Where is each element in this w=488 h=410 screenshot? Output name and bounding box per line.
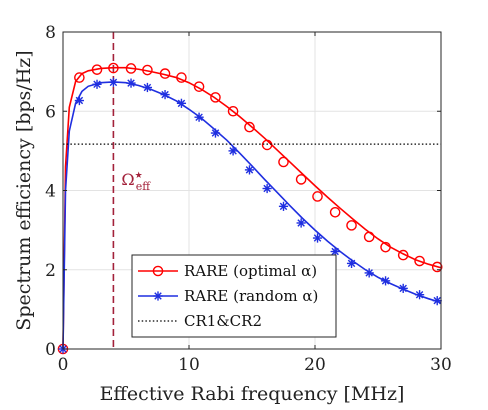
data-point-asterisk [176, 98, 187, 108]
y-tick-label: 2 [45, 261, 56, 281]
series-layer [57, 62, 443, 355]
data-point-circle [159, 68, 171, 79]
data-point-circle [397, 249, 409, 261]
data-point-asterisk [92, 79, 102, 89]
legend: RARE (optimal α) RARE (random α) CR1&CR2 [131, 254, 337, 338]
data-point-asterisk [153, 291, 163, 301]
data-point-asterisk [194, 112, 204, 122]
tick-layer: 0 10 20 30 0 2 4 6 8 [45, 23, 452, 375]
data-point-asterisk [346, 258, 357, 269]
data-point-circle [193, 81, 205, 92]
data-point-circle [108, 62, 119, 74]
data-point-circle [414, 255, 425, 267]
series-1 [57, 62, 443, 355]
data-point-circle [91, 64, 103, 75]
data-point-asterisk [312, 233, 323, 243]
data-point-asterisk [432, 296, 442, 306]
data-point-asterisk [108, 77, 118, 87]
y-tick-label: 8 [45, 23, 56, 43]
legend-label: RARE (optimal α) [184, 262, 317, 280]
data-point-circle [142, 64, 153, 76]
data-point-circle [329, 206, 341, 218]
data-point-circle [74, 72, 85, 83]
data-point-circle [295, 174, 307, 185]
data-point-circle [210, 92, 221, 103]
data-point-asterisk [126, 78, 136, 88]
data-point-circle [380, 241, 391, 253]
x-tick-label: 20 [304, 355, 326, 375]
legend-label: RARE (random α) [184, 287, 318, 305]
data-point-asterisk [142, 82, 153, 93]
data-point-circle [431, 261, 443, 273]
y-tick-label: 6 [45, 102, 56, 122]
x-tick-label: 30 [430, 355, 452, 375]
data-point-asterisk [244, 165, 255, 175]
data-point-circle [125, 63, 137, 74]
data-point-circle [176, 72, 187, 83]
data-point-asterisk [414, 290, 425, 300]
data-point-asterisk [160, 90, 170, 100]
data-point-asterisk [364, 268, 374, 278]
x-tick-label: 0 [58, 355, 69, 375]
data-point-asterisk [380, 276, 391, 286]
data-point-circle [152, 265, 164, 277]
legend-entry: RARE (random α) [138, 287, 318, 305]
data-point-circle [363, 231, 375, 243]
annotation-label: Ω★ eff [121, 170, 151, 193]
x-axis-label: Effective Rabi frequency [MHz] [100, 383, 405, 405]
data-point-asterisk [228, 146, 238, 156]
data-point-asterisk [398, 283, 408, 293]
data-point-circle [312, 191, 323, 202]
data-point-asterisk [74, 95, 84, 106]
data-point-circle [261, 139, 273, 151]
legend-label: CR1&CR2 [184, 312, 262, 330]
data-point-asterisk [210, 128, 221, 138]
data-point-asterisk [262, 183, 272, 194]
annotation-layer: Ω★ eff [112, 32, 151, 349]
y-axis-label: Spectrum efficiency [bps/Hz] [13, 50, 35, 330]
y-tick-label: 4 [45, 182, 56, 202]
y-tick-label: 0 [45, 340, 56, 360]
data-point-circle [346, 220, 357, 231]
data-point-circle [244, 121, 255, 133]
data-point-asterisk [278, 201, 289, 211]
data-point-circle [227, 105, 239, 117]
legend-entry: RARE (optimal α) [138, 262, 317, 280]
series-2 [58, 77, 442, 354]
data-point-circle [278, 156, 289, 168]
x-tick-label: 10 [178, 355, 200, 375]
series-line [62, 66, 442, 350]
data-point-asterisk [296, 218, 306, 228]
legend-entry: CR1&CR2 [138, 312, 262, 330]
